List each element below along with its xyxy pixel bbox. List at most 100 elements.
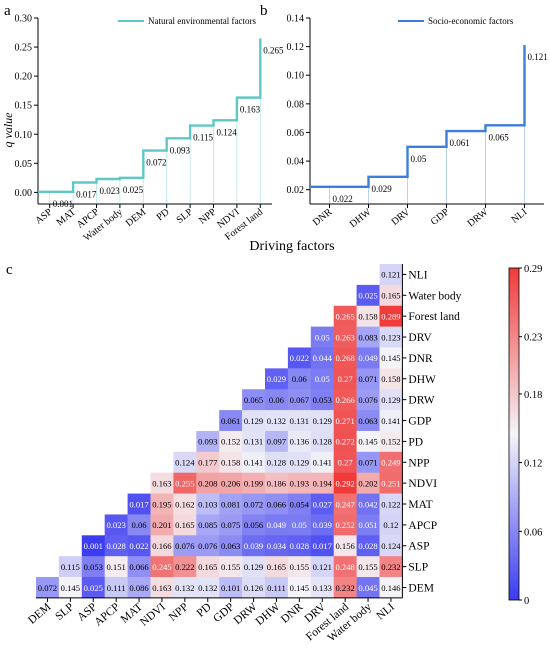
heatmap-cell-value: 0.272 xyxy=(335,437,354,447)
heatmap-cell xyxy=(287,451,312,473)
heatmap-row-label: APCP xyxy=(408,520,437,532)
heatmap-cell-value: 0.111 xyxy=(107,583,126,593)
heatmap-cell-value: 0.063 xyxy=(221,541,240,551)
colorbar-tick-label: 0.12 xyxy=(524,459,542,470)
heatmap-cell-value: 0.056 xyxy=(244,520,264,530)
heatmap-cell-value: 0.248 xyxy=(335,562,354,572)
heatmap-cell xyxy=(127,535,151,557)
heatmap-cell xyxy=(219,472,243,494)
heatmap-cell xyxy=(333,389,357,411)
heatmap-cell xyxy=(150,493,174,515)
heatmap-cell-value: 0.208 xyxy=(198,478,217,488)
heatmap-cell-value: 0.155 xyxy=(290,562,309,572)
heatmap-cell-value: 0.076 xyxy=(175,541,195,551)
heatmap-cell-value: 0.028 xyxy=(106,541,125,551)
heatmap-cell xyxy=(36,577,60,599)
heatmap-cell-value: 0.039 xyxy=(313,520,332,530)
heatmap-cell xyxy=(265,493,289,515)
heatmap-cell-value: 0.202 xyxy=(358,478,377,488)
chart-b-ytick-label: 0.12 xyxy=(287,42,305,53)
heatmap-cell xyxy=(219,535,243,557)
heatmap-cell-value: 0.12 xyxy=(383,520,398,530)
heatmap-cell xyxy=(356,514,380,536)
chart-b-value-label: 0.05 xyxy=(411,154,427,164)
heatmap-cell-value: 0.165 xyxy=(381,291,400,301)
heatmap-cell xyxy=(287,514,312,536)
heatmap-cell xyxy=(310,535,334,557)
heatmap-cell xyxy=(219,410,243,432)
heatmap-cell-value: 0.065 xyxy=(244,395,263,405)
heatmap-cell-value: 0.044 xyxy=(313,353,333,363)
heatmap-cell xyxy=(265,451,289,473)
chart-a-value-label: 0.163 xyxy=(240,105,261,115)
heatmap-cell xyxy=(310,368,334,390)
heatmap-cell-value: 0.06 xyxy=(292,374,308,384)
heatmap-cell-value: 0.249 xyxy=(381,458,400,468)
heatmap-cell xyxy=(58,556,83,578)
heatmap-cell-value: 0.186 xyxy=(267,478,287,488)
colorbar-tick-label: 0 xyxy=(524,596,529,607)
heatmap-cell-value: 0.265 xyxy=(335,311,354,321)
heatmap-cell xyxy=(150,472,174,494)
heatmap-cell xyxy=(242,493,266,515)
chart-a-ytick-label: 0.05 xyxy=(15,159,33,170)
heatmap-row-label: DRW xyxy=(408,395,434,407)
heatmap-cell-value: 0.063 xyxy=(358,416,377,426)
heatmap-cell xyxy=(150,514,174,536)
heatmap-cell xyxy=(287,472,312,494)
heatmap-cell-value: 0.146 xyxy=(381,583,401,593)
colorbar-bar xyxy=(508,267,520,601)
heatmap-cell-value: 0.06 xyxy=(269,395,285,405)
heatmap-cell xyxy=(173,556,197,578)
heatmap-cell xyxy=(333,430,357,453)
heatmap-cell xyxy=(173,514,197,536)
heatmap-cell-value: 0.103 xyxy=(198,499,217,509)
heatmap-cell xyxy=(196,556,220,578)
heatmap-cell-value: 0.156 xyxy=(335,541,355,551)
heatmap-cell xyxy=(242,389,266,411)
heatmap-cell xyxy=(379,451,403,473)
heatmap-cell xyxy=(356,326,380,348)
chart-b-value-label: 0.022 xyxy=(333,194,353,204)
heatmap-cell xyxy=(310,430,334,453)
heatmap-cell xyxy=(356,284,380,307)
heatmap-cell-value: 0.086 xyxy=(129,583,149,593)
heatmap-cell-value: 0.05 xyxy=(292,520,307,530)
colorbar-tick-label: 0.06 xyxy=(524,527,542,538)
heatmap-cell xyxy=(333,410,357,432)
heatmap-cell-value: 0.05 xyxy=(315,332,330,342)
heatmap-cell xyxy=(356,305,380,327)
heatmap-cell-value: 0.132 xyxy=(175,583,194,593)
chart-a-value-label: 0.025 xyxy=(123,185,144,195)
heatmap-cell xyxy=(173,535,197,557)
heatmap-cell-value: 0.027 xyxy=(313,499,333,509)
heatmap-cell xyxy=(310,389,334,411)
heatmap-row-label: MAT xyxy=(408,499,432,511)
heatmap-cell xyxy=(333,451,357,473)
heatmap-cell xyxy=(287,389,312,411)
heatmap-cell-value: 0.165 xyxy=(267,562,286,572)
heatmap-cell-value: 0.165 xyxy=(198,562,217,572)
heatmap-cell-value: 0.054 xyxy=(290,499,310,509)
heatmap-cell-value: 0.097 xyxy=(267,437,287,447)
heatmap-cell xyxy=(219,451,243,473)
heatmap-cell xyxy=(356,451,380,473)
colorbar-tick-label: 0.18 xyxy=(524,390,542,401)
heatmap-cell-value: 0.289 xyxy=(381,311,400,321)
heatmap-cell-value: 0.128 xyxy=(313,437,332,447)
heatmap-cell xyxy=(333,347,357,369)
heatmap-cell xyxy=(333,493,357,515)
heatmap-cell-value: 0.136 xyxy=(290,437,310,447)
heatmap-cell xyxy=(287,556,312,578)
chart-a-value-label: 0.017 xyxy=(76,189,97,199)
heatmap-cell xyxy=(127,514,151,536)
heatmap-col-label: DEM xyxy=(26,601,53,627)
heatmap-cell xyxy=(356,472,380,494)
heatmap-cell-value: 0.124 xyxy=(175,458,195,468)
chart-a-value-label: 0.265 xyxy=(263,45,284,55)
heatmap-cell xyxy=(242,430,266,453)
chart-b-axes: 0.02 0.04 0.06 0.08 0.10 0.12 0.14 DNR DHW DRV GDP… xyxy=(287,14,544,230)
heatmap-cell-value: 0.162 xyxy=(175,499,194,509)
heatmap-cell-value: 0.111 xyxy=(267,583,286,593)
chart-a-ytick-label: 0.30 xyxy=(15,14,33,25)
